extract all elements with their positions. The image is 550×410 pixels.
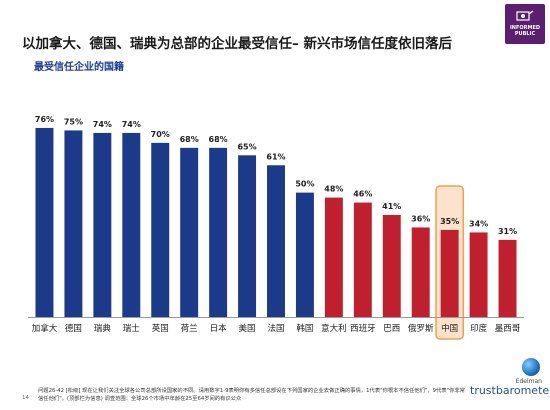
bar <box>267 165 285 317</box>
data-label: 68% <box>180 135 199 144</box>
x-tick-label: 俄罗斯 <box>408 323 434 334</box>
badge-text: INFORMED PUBLIC <box>509 25 541 37</box>
data-label: 74% <box>122 120 141 129</box>
x-tick-label: 加拿大 <box>32 323 58 334</box>
globe-icon <box>522 358 540 376</box>
page-title: 以加拿大、德国、瑞典为总部的企业最受信任– 新兴市场信任度依旧落后 <box>22 36 452 52</box>
bar <box>411 227 430 317</box>
bar <box>382 215 401 317</box>
data-label: 65% <box>237 142 256 151</box>
page-number: 14 <box>22 395 29 401</box>
x-tick-label: 韩国 <box>296 323 313 334</box>
x-tick-label: 法国 <box>267 323 284 334</box>
bar <box>324 197 343 317</box>
brand-company: Edelman <box>515 378 542 385</box>
bar <box>122 132 141 317</box>
x-tick-label: 墨西哥 <box>495 324 521 334</box>
data-label: 76% <box>35 115 54 124</box>
x-tick-label: 中国 <box>441 323 458 334</box>
data-label: 75% <box>64 117 83 126</box>
x-tick-label: 印度 <box>470 323 488 334</box>
informed-public-badge: INFORMED PUBLIC <box>505 4 545 44</box>
bar <box>238 155 257 317</box>
bar <box>180 147 199 317</box>
bar <box>64 130 83 317</box>
bar <box>295 192 314 317</box>
x-tick-label: 美国 <box>239 323 256 334</box>
x-tick-label: 意大利 <box>321 323 347 334</box>
x-tick-label: 英国 <box>152 323 169 334</box>
data-label: 61% <box>266 152 285 161</box>
bar <box>498 239 517 317</box>
bar <box>440 229 459 317</box>
data-label: 35% <box>440 217 459 226</box>
data-label: 36% <box>411 214 430 223</box>
bar <box>151 142 170 317</box>
bar <box>35 127 54 317</box>
data-label: 70% <box>151 130 170 139</box>
footnote: 问题26-42 [松级] 现在让我们关注全球各公司总部所设国家的不同。请用数字1… <box>38 388 465 402</box>
data-label: 48% <box>324 185 343 194</box>
data-label: 50% <box>295 180 314 189</box>
data-label: 41% <box>382 202 401 211</box>
x-tick-label: 德国 <box>65 323 82 334</box>
bar <box>469 232 488 317</box>
x-tick-label: 荷兰 <box>181 323 198 334</box>
data-label: 34% <box>469 219 488 228</box>
x-tick-label: 巴西 <box>383 324 400 334</box>
chart-subtitle: 最受信任企业的国籍 <box>34 62 124 73</box>
informed-public-icon <box>516 10 534 21</box>
brand-logo: Edelman trustbarometer <box>470 378 550 397</box>
x-tick-label: 瑞士 <box>123 323 141 334</box>
x-tick-label: 日本 <box>210 323 228 334</box>
data-label: 46% <box>353 190 372 199</box>
x-tick-label: 瑞典 <box>94 323 112 334</box>
bar <box>353 202 372 317</box>
data-label: 74% <box>93 120 112 129</box>
data-label: 68% <box>209 135 228 144</box>
bar <box>93 132 112 317</box>
bar <box>209 147 228 317</box>
data-label: 31% <box>498 227 517 236</box>
x-tick-label: 西班牙 <box>350 323 376 334</box>
brand-name: trustbarometer <box>470 384 550 397</box>
